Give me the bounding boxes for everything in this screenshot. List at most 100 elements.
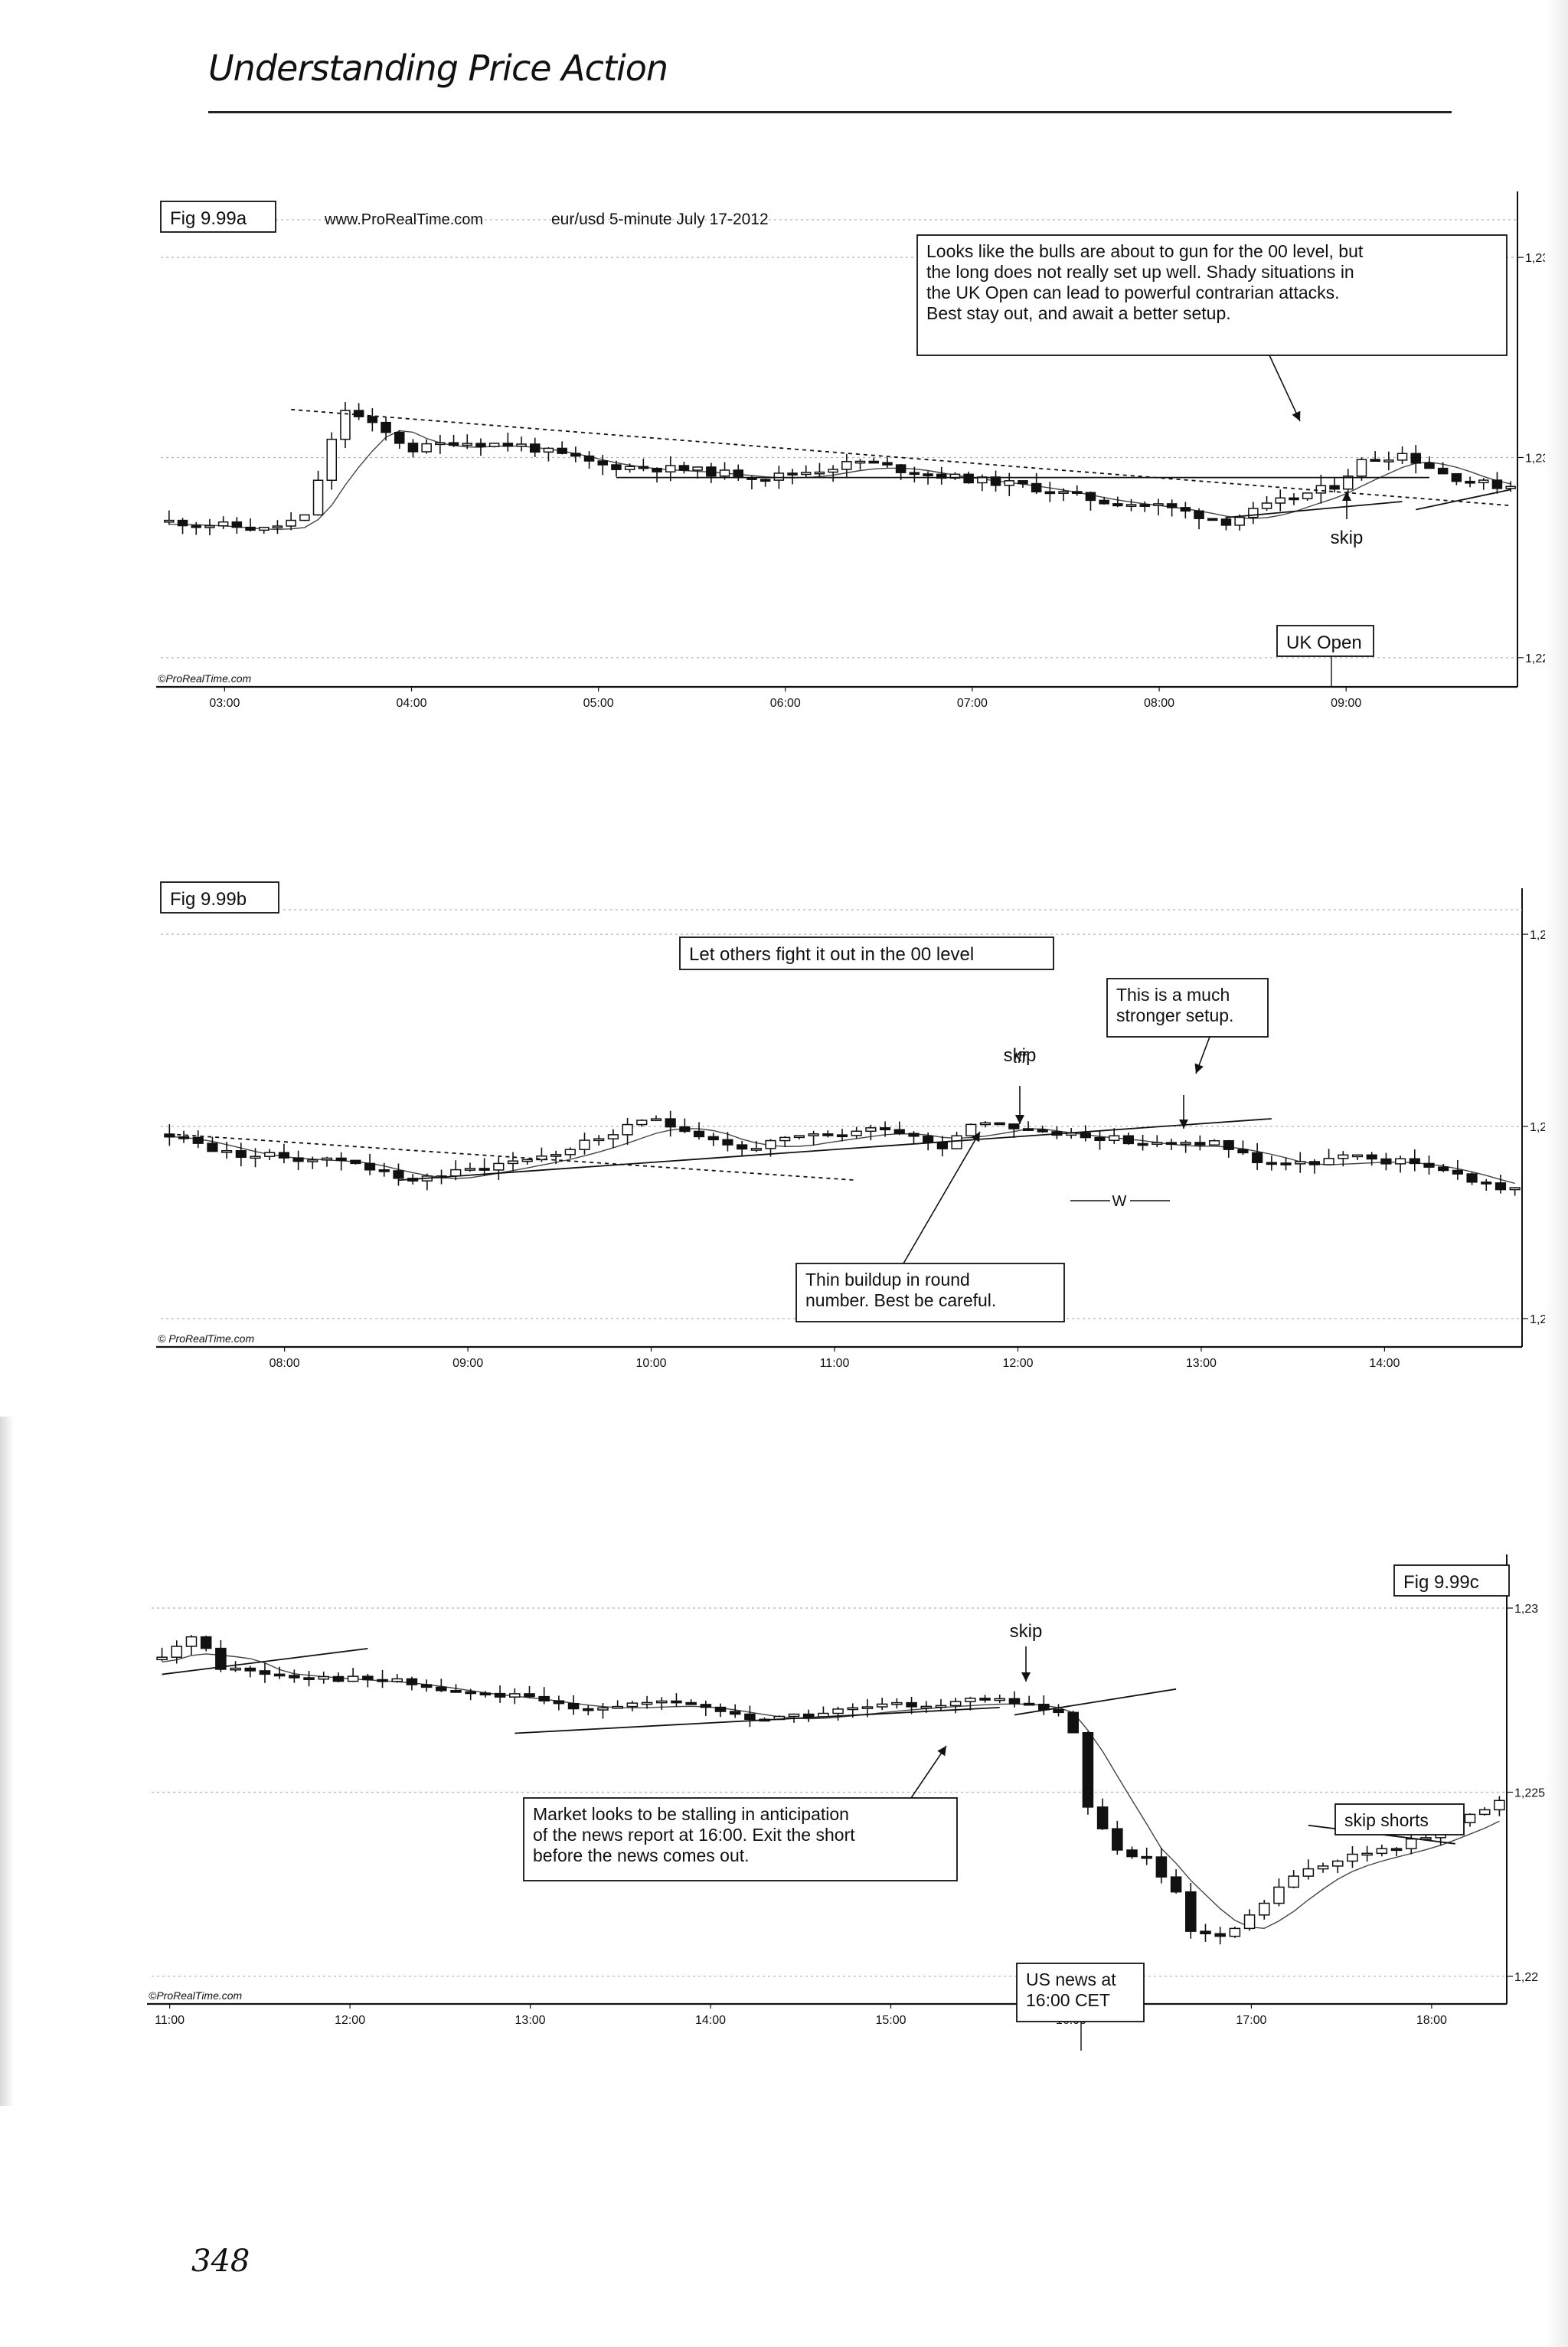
candle-body-bull	[1315, 485, 1327, 494]
skip-shorts-label	[1334, 1803, 1465, 1835]
skip-arrow-head	[1342, 492, 1351, 501]
candle-body-bull	[204, 525, 215, 528]
candle-body-bear	[693, 1130, 705, 1138]
candle-body-bear	[665, 1118, 676, 1128]
candle-body-bear	[1494, 1182, 1507, 1191]
candle-body-bull	[1338, 1154, 1349, 1159]
candle-body-bear	[377, 1679, 388, 1682]
candle-body-bear	[963, 473, 974, 484]
x-tick-label: 17:00	[1236, 2014, 1266, 2027]
candle-body-bear	[700, 1704, 712, 1708]
candle-body-bull	[1243, 1914, 1256, 1930]
candle-body-bull	[579, 1139, 590, 1150]
candle-body-bull	[1420, 1837, 1432, 1840]
figure-label-box	[1393, 1564, 1510, 1597]
trendline-dashed	[291, 408, 1511, 507]
candle-body-bull	[543, 447, 554, 453]
candle-body-bull	[550, 1154, 562, 1157]
watermark: © ProRealTime.com	[158, 1332, 254, 1345]
candle-body-bear	[436, 1686, 447, 1692]
candle-body-bear	[936, 1142, 948, 1149]
annotation-bulls-gun-line: Looks like the bulls are about to gun fo…	[926, 241, 1364, 261]
candle-body-bear	[553, 1700, 565, 1705]
x-tick-label: 18:00	[1416, 2014, 1447, 2027]
x-tick-label: 14:00	[1369, 1357, 1400, 1370]
skip-label: skip	[1010, 1621, 1043, 1642]
skip-arrow-head	[1015, 1115, 1024, 1124]
candle-body-bear	[583, 455, 595, 462]
candle-body-bear	[538, 1695, 550, 1701]
candle-body-bull	[272, 525, 283, 528]
candle-body-bull	[692, 466, 703, 471]
candle-body-bull	[920, 1705, 933, 1709]
candle-body-bull	[655, 1700, 668, 1704]
candle-body-bull	[1405, 1838, 1417, 1849]
candle-body-bull	[793, 1135, 805, 1139]
candle-body-bear	[1044, 491, 1056, 495]
figure-9-99c: 1,23 1,225 1,22 11:00 12:00 13:00 14:00 15:00 16…	[145, 1539, 1568, 2136]
candle-body-bull	[1109, 1135, 1120, 1141]
trendline-solid	[1226, 501, 1403, 518]
candle-body-bear	[994, 1122, 1005, 1126]
watermark: ©ProRealTime.com	[158, 672, 252, 685]
figure-9-99a: 1,235 1,23 1,225 03:00 04:00 05:00 06:00 07:00 0…	[145, 176, 1568, 773]
candle-body-bull	[564, 1149, 576, 1156]
candle-body-bear	[597, 460, 609, 466]
candle-body-bull	[1004, 480, 1015, 486]
chart-9-99c: 1,23 1,225 1,22 11:00 12:00 13:00 14:00 15:00 16…	[147, 1554, 1545, 2051]
candle-body-bull	[185, 1636, 198, 1647]
candle-body-bear	[177, 519, 188, 527]
candle-body-bear	[1252, 1152, 1263, 1164]
candle-body-bull	[765, 1139, 776, 1149]
candle-body-bear	[706, 466, 717, 477]
candle-body-bear	[722, 1139, 733, 1146]
candle-body-bear	[278, 1152, 290, 1159]
candle-body-bear	[235, 1150, 247, 1159]
candle-body-bull	[1383, 459, 1394, 463]
candle-body-bull	[1295, 1161, 1306, 1165]
candle-body-bear	[303, 1677, 315, 1680]
candle-body-bear	[1139, 504, 1151, 507]
candle-body-bull	[1275, 497, 1286, 504]
candle-body-bear	[1112, 1828, 1123, 1851]
candle-body-bull	[636, 1120, 648, 1126]
candle-body-bear	[1112, 503, 1123, 507]
candle-body-bull	[1347, 1853, 1358, 1862]
candle-body-bear	[906, 1701, 917, 1708]
candle-body-bull	[622, 1123, 633, 1136]
candle-body-bear	[714, 1706, 727, 1712]
candle-body-bull	[1288, 1875, 1299, 1888]
annotation-thin-buildup-line: Thin buildup in round	[805, 1270, 970, 1290]
candle-body-bear	[707, 1136, 719, 1141]
candle-body-bear	[760, 479, 771, 482]
candle-body-bear	[335, 1157, 347, 1162]
page-edge-shadow	[1545, 0, 1568, 2347]
candle-body-bear	[244, 1667, 256, 1672]
candle-body-bull	[1342, 476, 1354, 490]
candle-body-bear	[611, 464, 622, 470]
candle-body-bull	[808, 1133, 819, 1136]
candle-body-bear	[1008, 1698, 1021, 1705]
annotation-others-fight	[679, 937, 1054, 970]
candle-body-bear	[822, 1133, 834, 1136]
x-tick-label: 10:00	[636, 1357, 667, 1370]
x-tick-label: 07:00	[957, 697, 988, 710]
figure-9-99b: 1,2351,231,22508:0009:0010:0011:0012:001…	[145, 865, 1568, 1463]
candle-body-bull	[612, 1705, 623, 1709]
candle-body-bear	[879, 1127, 891, 1131]
candle-body-bear	[1237, 1149, 1249, 1154]
candle-body-bear	[192, 1136, 204, 1144]
tff-arrow-head	[1179, 1120, 1188, 1129]
candle-body-bear	[895, 464, 906, 473]
candle-body-bull	[1478, 479, 1489, 484]
candle-body-bear	[407, 443, 419, 453]
candle-body-bear	[207, 1142, 218, 1152]
candle-body-bull	[450, 1169, 462, 1177]
candle-body-bull	[1509, 1187, 1521, 1191]
candle-body-bear	[502, 443, 514, 447]
candle-body-bear	[1126, 1849, 1138, 1858]
candle-body-bear	[1141, 1855, 1152, 1859]
thin-buildup-arrow-head	[971, 1132, 980, 1142]
candle-body-bear	[1094, 1136, 1106, 1141]
